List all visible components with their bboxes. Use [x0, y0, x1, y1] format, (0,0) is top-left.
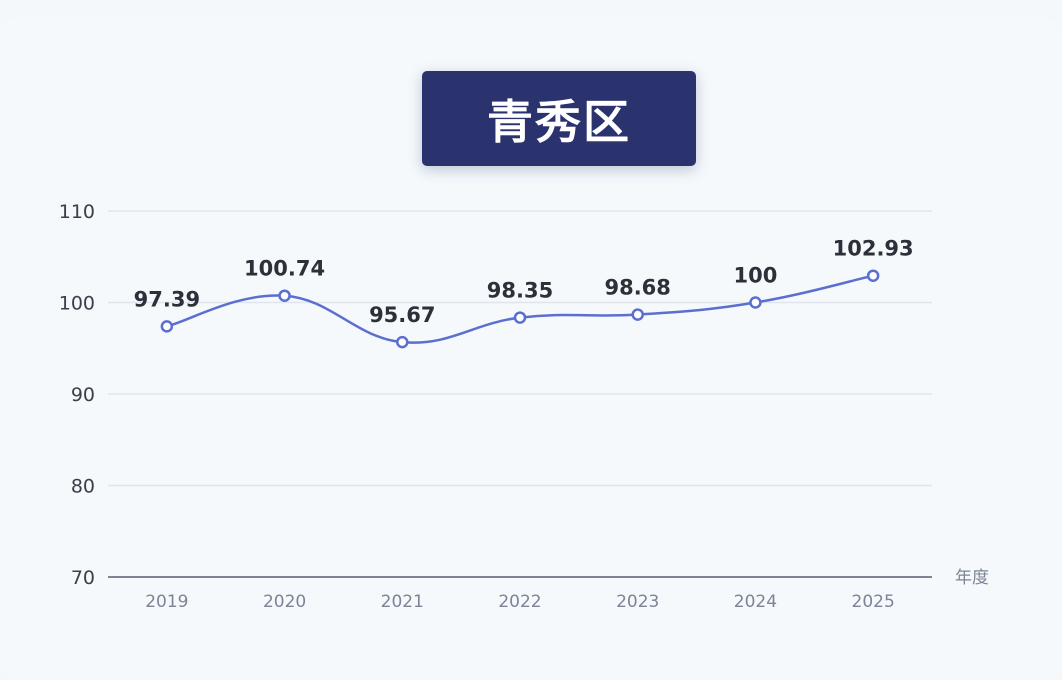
- data-label: 98.68: [604, 276, 670, 300]
- data-label: 102.93: [833, 237, 914, 261]
- data-point: [160, 320, 174, 333]
- x-tick-label: 2020: [263, 592, 306, 612]
- data-point: [513, 311, 527, 324]
- x-tick-label: 2019: [145, 592, 188, 612]
- data-label: 100.74: [244, 257, 325, 281]
- x-tick-label: 2021: [381, 592, 424, 612]
- y-tick-label: 80: [71, 476, 95, 498]
- data-point: [749, 296, 762, 309]
- data-point: [866, 269, 880, 282]
- y-tick-label: 100: [59, 293, 95, 315]
- x-tick-label: 2023: [616, 592, 659, 612]
- y-tick-label: 110: [59, 201, 95, 223]
- x-tick-label: 2024: [734, 592, 777, 612]
- x-axis-name: 年度: [955, 568, 989, 588]
- data-point: [278, 289, 291, 302]
- x-tick-label: 2022: [498, 592, 541, 612]
- data-label: 97.39: [134, 287, 200, 311]
- data-point: [631, 308, 644, 321]
- data-point: [396, 335, 409, 349]
- y-tick-label: 90: [71, 384, 95, 406]
- data-label: 95.67: [369, 303, 435, 327]
- chart-title: 青秀区: [422, 71, 696, 166]
- data-label: 98.35: [487, 279, 553, 303]
- x-tick-label: 2025: [852, 592, 895, 612]
- y-tick-label: 70: [71, 567, 95, 589]
- data-label: 100: [734, 264, 778, 288]
